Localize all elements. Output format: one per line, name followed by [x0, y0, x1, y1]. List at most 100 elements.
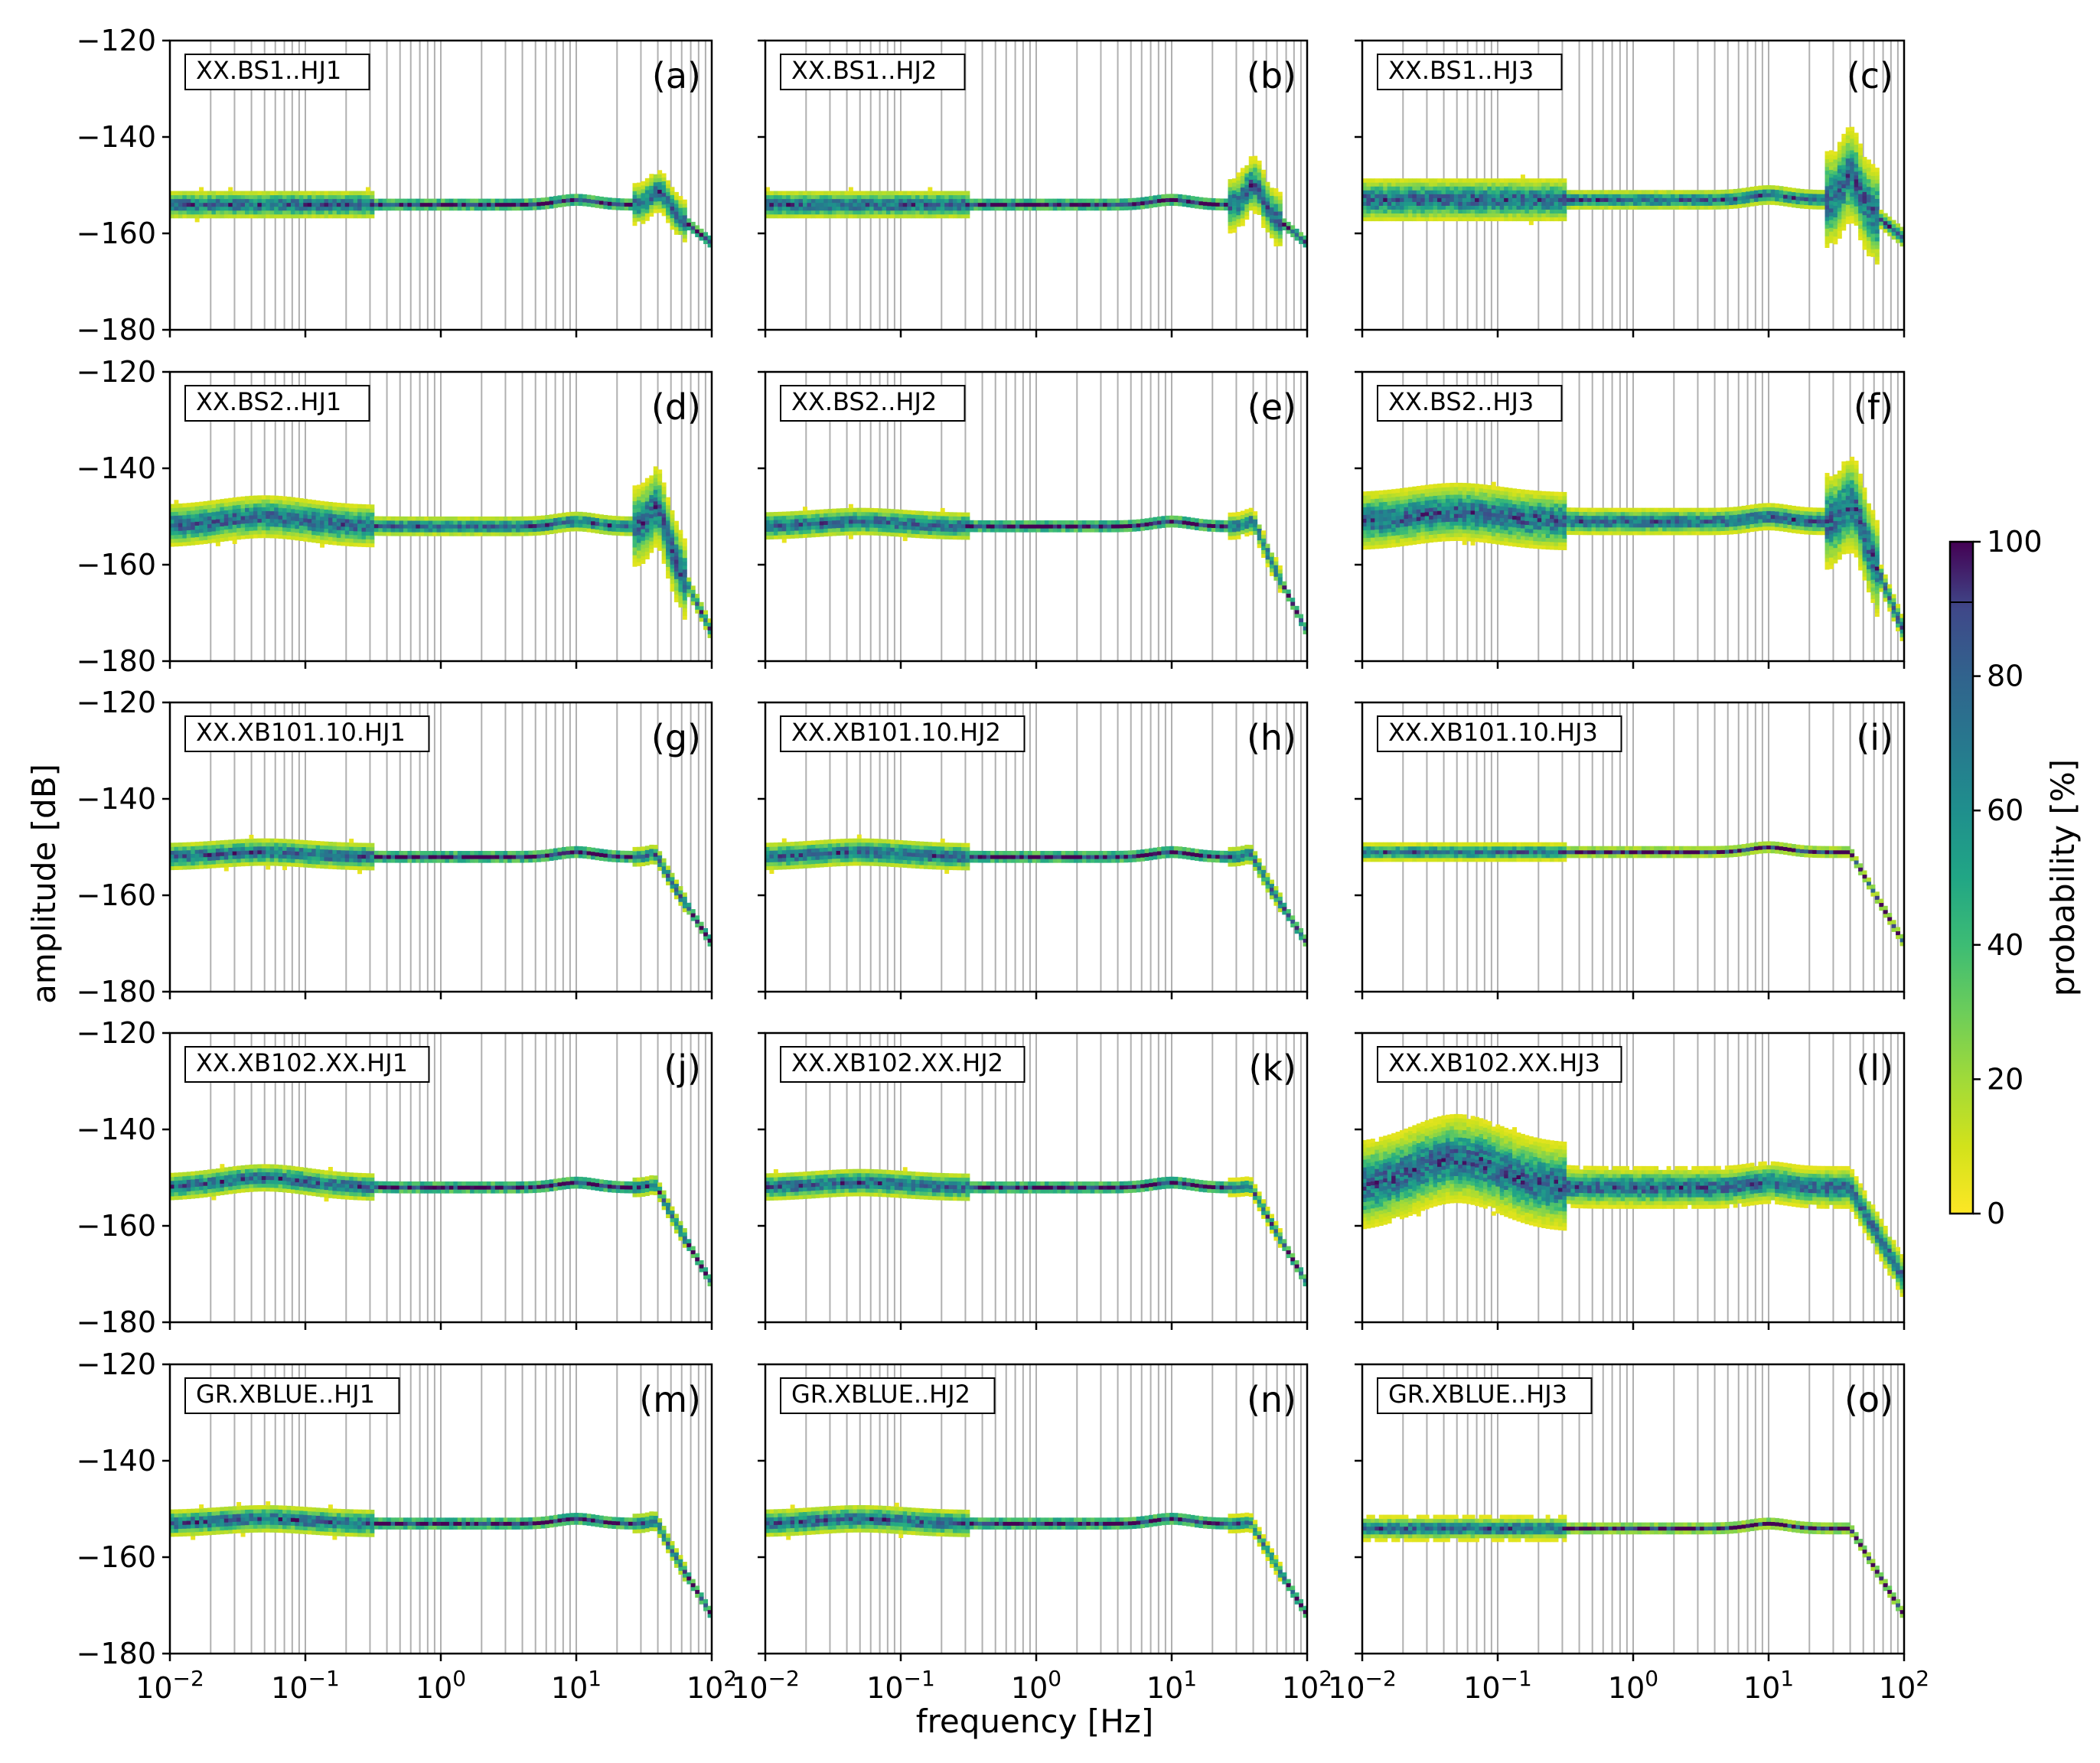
heatmap-cell — [1554, 186, 1559, 191]
heatmap-cell — [1407, 513, 1413, 519]
heatmap-cell — [957, 202, 962, 207]
heatmap-cell — [790, 534, 795, 539]
heatmap-cell — [1499, 209, 1505, 214]
heatmap-cell — [649, 479, 654, 484]
heatmap-cell — [1716, 194, 1721, 198]
heatmap-cell — [1858, 236, 1864, 241]
heatmap-cell — [1069, 524, 1074, 529]
heatmap-cell — [670, 187, 675, 191]
heatmap-cell — [666, 195, 671, 200]
heatmap-cell — [261, 206, 266, 211]
heatmap-cell — [773, 535, 778, 539]
heatmap-cell — [1854, 198, 1859, 203]
heatmap-cell — [1273, 204, 1279, 208]
heatmap-cell — [311, 523, 317, 528]
heatmap-cell — [470, 198, 475, 204]
heatmap-cell — [290, 532, 295, 536]
heatmap-cell — [1257, 524, 1262, 530]
heatmap-cell — [1487, 182, 1492, 187]
heatmap-cell — [1591, 205, 1596, 210]
heatmap-cell — [919, 522, 924, 527]
heatmap-cell — [215, 210, 220, 215]
heatmap-cell — [1874, 213, 1880, 219]
heatmap-cell — [207, 508, 212, 513]
heatmap-cell — [682, 576, 687, 582]
heatmap-cell — [649, 506, 654, 511]
heatmap-cell — [898, 210, 904, 215]
heatmap-cell — [649, 193, 654, 197]
heatmap-cell — [499, 198, 504, 204]
heatmap-cell — [486, 528, 491, 533]
heatmap-cell — [1453, 190, 1459, 194]
heatmap-cell — [1265, 228, 1270, 233]
heatmap-cell — [657, 174, 663, 178]
heatmap-cell — [1228, 512, 1233, 517]
heatmap-cell — [1537, 217, 1542, 222]
heatmap-cell — [536, 201, 542, 207]
heatmap-cell — [803, 522, 807, 526]
heatmap-cell — [344, 210, 350, 215]
heatmap-cell — [1449, 190, 1455, 194]
heatmap-cell — [324, 536, 329, 541]
heatmap-cell — [1762, 200, 1767, 205]
heatmap-cell — [1475, 194, 1479, 198]
heatmap-cell — [620, 527, 625, 533]
heatmap-cell — [1378, 201, 1384, 206]
heatmap-cell — [1265, 547, 1270, 552]
heatmap-cell — [1441, 209, 1446, 214]
heatmap-cell — [207, 512, 212, 517]
heatmap-cell — [1433, 530, 1438, 535]
heatmap-cell — [649, 513, 654, 519]
heatmap-cell — [965, 512, 970, 517]
heatmap-cell — [1048, 206, 1054, 211]
heatmap-cell — [1224, 202, 1229, 207]
heatmap-cell — [245, 526, 249, 532]
heatmap-cell — [861, 511, 866, 517]
heatmap-cell — [1812, 193, 1818, 198]
heatmap-cell — [598, 204, 604, 209]
heatmap-cell — [815, 194, 820, 200]
heatmap-cell — [448, 532, 454, 536]
heatmap-cell — [1362, 205, 1367, 210]
heatmap-cell — [1758, 197, 1763, 202]
heatmap-cell — [1366, 178, 1371, 183]
heatmap-cell — [1433, 217, 1438, 222]
heatmap-cell — [786, 194, 791, 200]
heatmap-cell — [636, 496, 641, 501]
heatmap-cell — [1733, 188, 1738, 194]
heatmap-cell — [1812, 201, 1818, 206]
heatmap-cell — [928, 515, 933, 520]
heatmap-cell — [632, 210, 638, 215]
heatmap-cell — [1374, 194, 1380, 198]
heatmap-cell — [1257, 528, 1262, 533]
heatmap-cell — [344, 198, 350, 204]
heatmap-cell — [1231, 190, 1237, 194]
heatmap-cell — [940, 507, 945, 513]
heatmap-cell — [191, 506, 196, 511]
heatmap-cell — [1240, 206, 1245, 211]
heatmap-cell — [1273, 223, 1279, 227]
heatmap-cell — [228, 206, 233, 211]
heatmap-cell — [1850, 188, 1855, 193]
heatmap-cell — [1395, 515, 1401, 520]
heatmap-cell — [203, 213, 208, 219]
heatmap-cell — [1194, 196, 1199, 201]
heatmap-cell — [1775, 200, 1780, 206]
heatmap-cell — [815, 529, 820, 533]
heatmap-cell — [840, 531, 845, 536]
heatmap-cell — [1236, 207, 1241, 212]
heatmap-cell — [1749, 191, 1755, 195]
heatmap-cell — [228, 536, 233, 541]
heatmap-cell — [266, 194, 271, 200]
heatmap-cell — [1190, 525, 1195, 530]
heatmap-cell — [636, 213, 641, 218]
heatmap-cell — [882, 523, 887, 529]
heatmap-cell — [940, 194, 945, 200]
heatmap-cell — [707, 622, 712, 627]
heatmap-cell — [353, 210, 358, 215]
heatmap-cell — [957, 210, 962, 215]
heatmap-cell — [286, 202, 292, 207]
heatmap-cell — [320, 213, 325, 219]
heatmap-cell — [349, 515, 354, 520]
heatmap-cell — [1899, 230, 1905, 236]
